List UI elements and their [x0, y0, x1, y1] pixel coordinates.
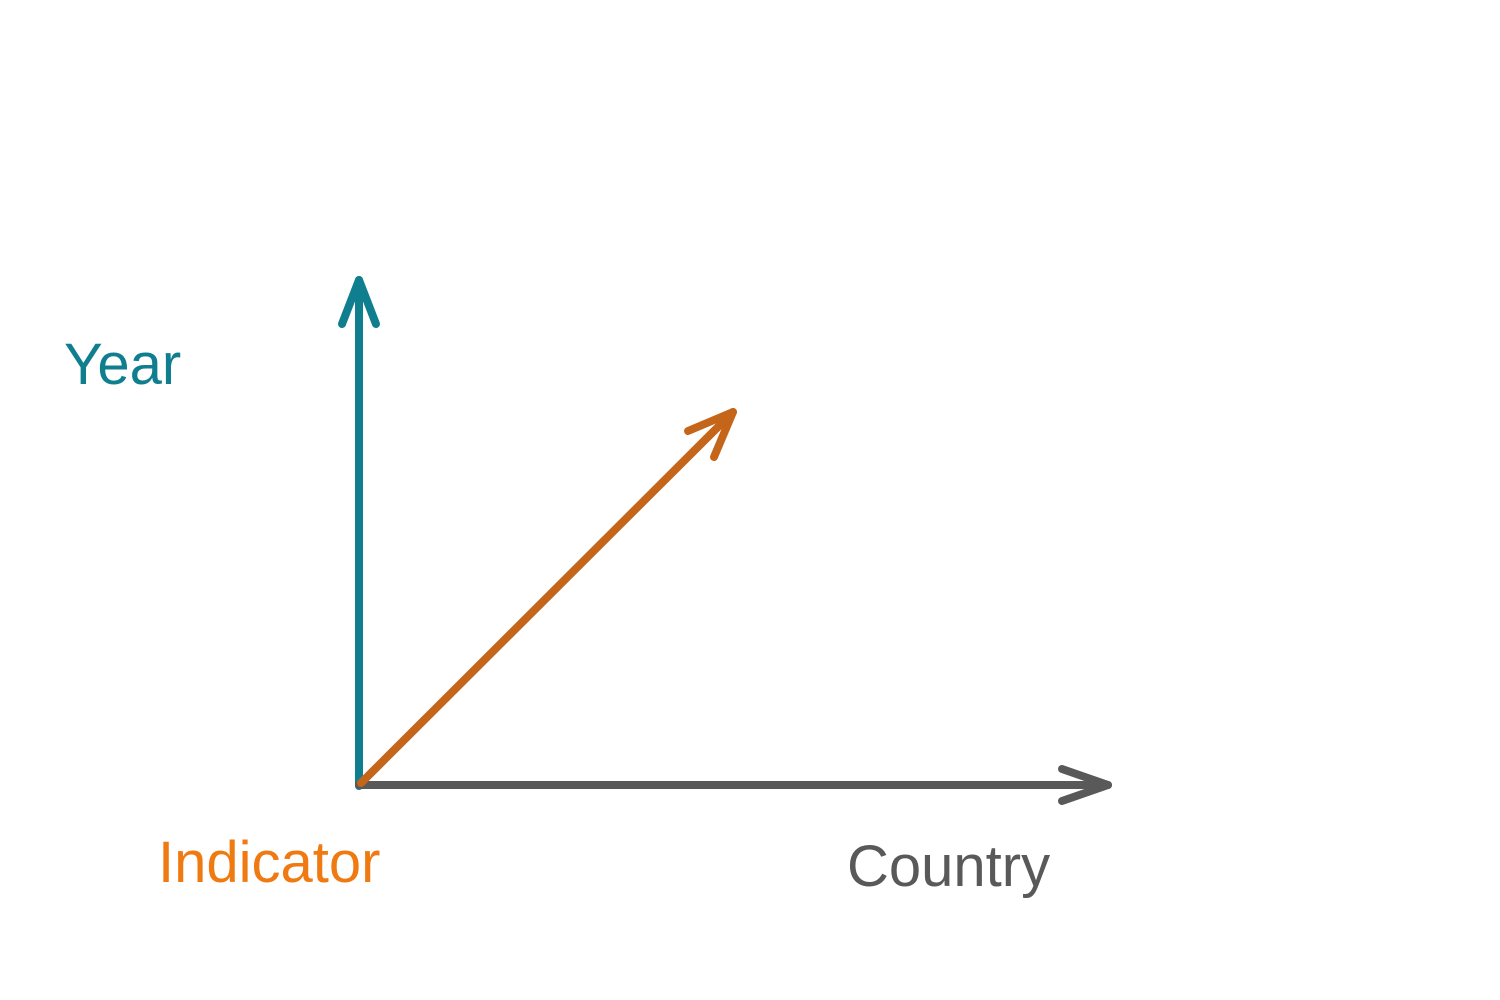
country-axis-arrow	[355, 765, 1112, 805]
indicator-axis-label: Indicator	[158, 830, 381, 895]
indicator-axis-arrow	[357, 408, 737, 787]
year-axis-arrow	[338, 276, 380, 790]
country-axis-label: Country	[847, 834, 1051, 899]
year-axis-label: Year	[64, 332, 182, 397]
